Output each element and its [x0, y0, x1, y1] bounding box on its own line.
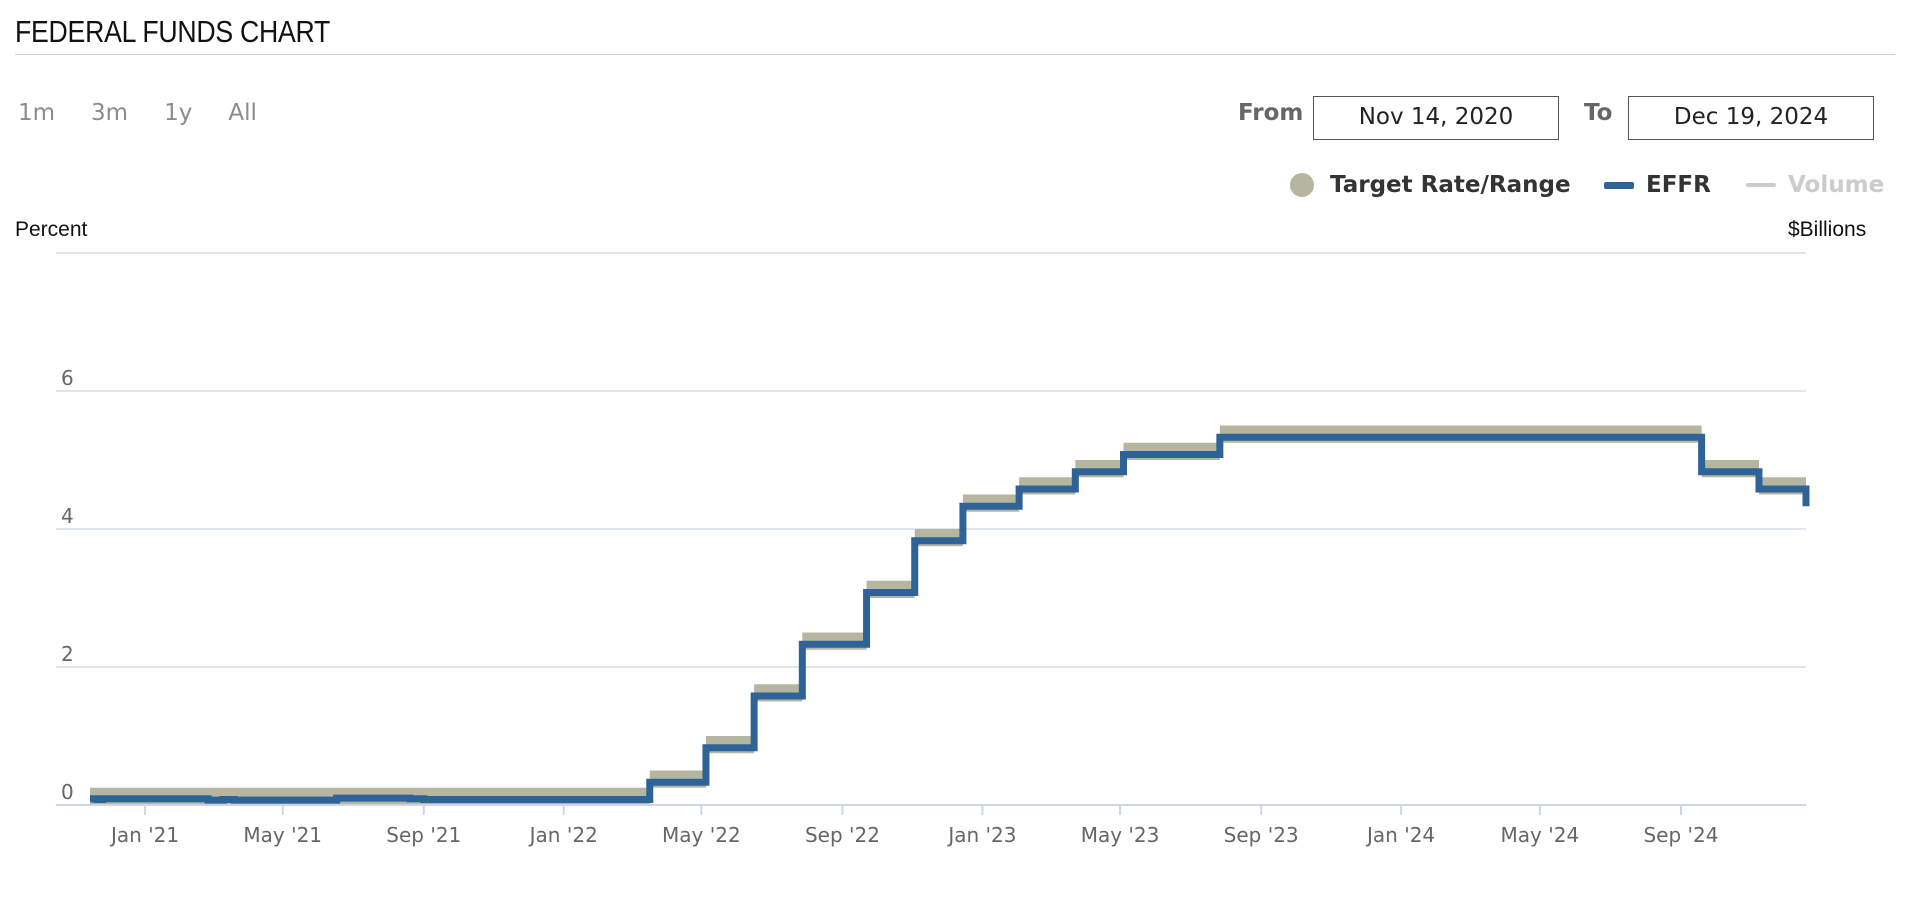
range-button-all[interactable]: All	[228, 100, 257, 126]
y-axis-left-title: Percent	[15, 218, 88, 241]
x-tick-label: Sep '23	[1224, 823, 1299, 847]
x-tick-label: May '24	[1501, 823, 1580, 847]
x-tick-label: May '22	[662, 823, 741, 847]
x-tick-label: May '21	[243, 823, 322, 847]
chart-header: FEDERAL FUNDS CHART	[15, 12, 1895, 55]
circle-icon	[1290, 173, 1314, 197]
legend-label-target-rate: Target Rate/Range	[1330, 172, 1571, 198]
range-selector: 1m 3m 1y All	[18, 100, 293, 126]
x-tick-label: Jan '22	[528, 823, 598, 847]
line-icon	[1746, 183, 1776, 187]
range-button-3m[interactable]: 3m	[91, 100, 129, 126]
line-icon	[1604, 181, 1634, 189]
legend-item-effr[interactable]: EFFR	[1604, 172, 1711, 198]
to-date-input[interactable]: Dec 19, 2024	[1628, 96, 1874, 140]
x-tick-label: Sep '22	[805, 823, 880, 847]
x-tick-label: May '23	[1081, 823, 1160, 847]
x-tick-label: Jan '23	[946, 823, 1016, 847]
y-tick-label: 4	[61, 504, 74, 528]
legend-item-target-rate[interactable]: Target Rate/Range	[1290, 172, 1571, 198]
range-button-1m[interactable]: 1m	[18, 100, 56, 126]
effr-line	[90, 433, 1810, 804]
y-axis-right-title: $Billions	[1788, 218, 1867, 241]
x-tick-label: Sep '21	[386, 823, 461, 847]
y-tick-label: 6	[61, 366, 74, 390]
legend-label-volume: Volume	[1788, 172, 1885, 198]
y-tick-label: 0	[61, 780, 74, 804]
page-title: FEDERAL FUNDS CHART	[15, 14, 331, 49]
range-button-1y[interactable]: 1y	[164, 100, 193, 126]
x-tick-label: Jan '21	[109, 823, 179, 847]
legend-label-effr: EFFR	[1646, 172, 1711, 198]
x-tick-label: Jan '24	[1365, 823, 1435, 847]
from-label: From	[1238, 100, 1304, 126]
legend-item-volume[interactable]: Volume	[1746, 172, 1884, 198]
y-tick-label: 2	[61, 642, 74, 666]
x-tick-label: Sep '24	[1643, 823, 1718, 847]
from-date-input[interactable]: Nov 14, 2020	[1313, 96, 1559, 140]
to-label: To	[1584, 100, 1613, 126]
